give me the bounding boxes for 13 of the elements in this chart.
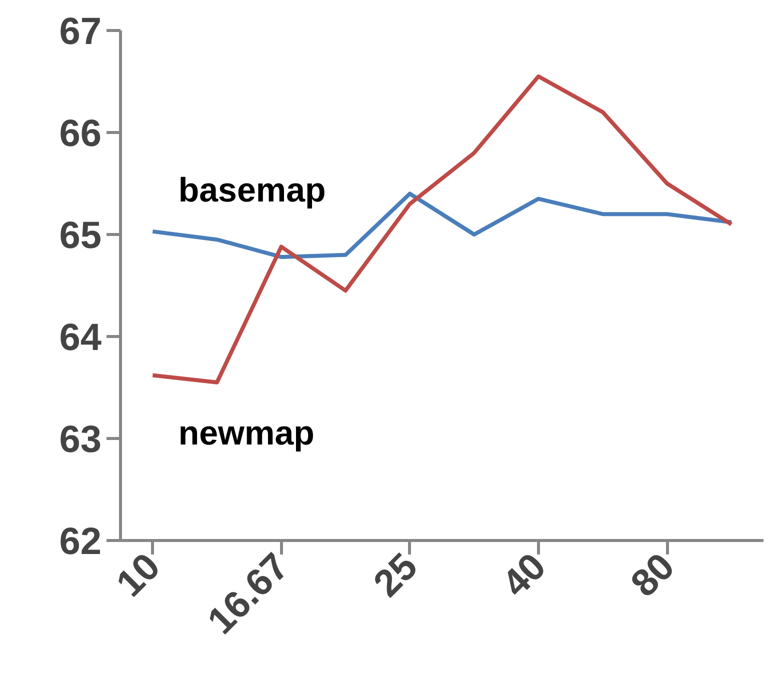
x-tick-label: 25: [366, 546, 426, 606]
line-series: [150, 74, 734, 384]
y-tick-label: 63: [59, 419, 102, 461]
y-tick-label: 65: [59, 215, 102, 257]
y-tick-label: 62: [59, 521, 102, 563]
series-label: basemap: [178, 172, 326, 210]
y-tick-label: 66: [59, 113, 102, 155]
y-tick-label: 64: [59, 317, 102, 359]
x-tick-label: 10: [108, 546, 169, 606]
x-tick-label: 80: [623, 546, 683, 606]
y-tick-label: 67: [59, 11, 102, 53]
series-label: newmap: [178, 414, 314, 452]
x-tick-label: 40: [494, 546, 554, 606]
